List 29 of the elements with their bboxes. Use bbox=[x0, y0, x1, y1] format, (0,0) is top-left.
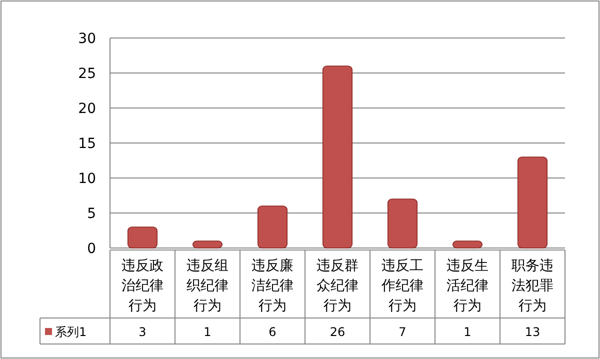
y-tick-label: 0 bbox=[87, 241, 96, 257]
y-tick-label: 5 bbox=[87, 206, 96, 222]
y-tick-label: 15 bbox=[78, 136, 96, 152]
x-tick-label: 违反政治纪律行为 bbox=[122, 258, 164, 314]
y-tick-label: 30 bbox=[78, 31, 96, 47]
bar bbox=[192, 240, 223, 248]
bar bbox=[387, 198, 418, 248]
data-label: 3 bbox=[138, 325, 146, 339]
data-label: 7 bbox=[398, 325, 406, 339]
bar bbox=[517, 156, 548, 248]
y-tick-label: 10 bbox=[78, 171, 96, 187]
x-tick-label: 违反廉洁纪律行为 bbox=[252, 258, 294, 314]
data-label: 6 bbox=[268, 325, 276, 339]
bar bbox=[257, 206, 288, 248]
data-label: 26 bbox=[330, 325, 346, 339]
y-tick-label: 20 bbox=[78, 101, 96, 117]
x-tick-label: 职务违法犯罪行为 bbox=[512, 258, 554, 314]
x-tick-label: 违反群众纪律行为 bbox=[316, 258, 358, 314]
bar bbox=[452, 240, 483, 248]
legend-label: 系列1 bbox=[55, 325, 87, 339]
bar bbox=[322, 66, 353, 248]
y-tick-label: 25 bbox=[78, 66, 96, 82]
data-label: 13 bbox=[524, 325, 540, 339]
data-label: 1 bbox=[204, 325, 212, 339]
x-tick-label: 违反生活纪律行为 bbox=[446, 258, 488, 314]
data-label: 1 bbox=[464, 325, 472, 339]
x-tick-label: 违反工作纪律行为 bbox=[380, 258, 424, 314]
x-tick-label: 违反组织纪律行为 bbox=[186, 258, 228, 314]
bar bbox=[127, 226, 158, 248]
